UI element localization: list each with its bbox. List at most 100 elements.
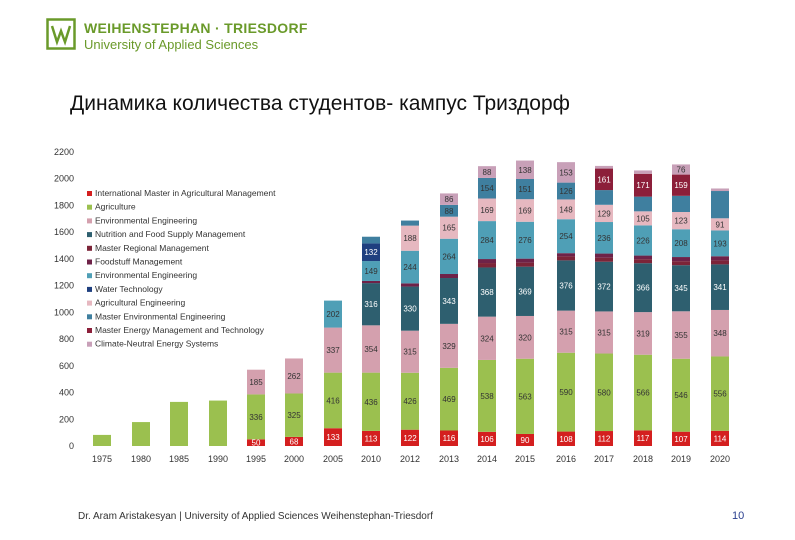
data-label: 171 <box>636 181 650 190</box>
x-tick-label: 2010 <box>361 454 381 464</box>
data-label: 105 <box>636 214 650 223</box>
bar-segment-agricultural-engineering <box>440 216 458 239</box>
data-label: 129 <box>597 209 611 218</box>
data-label: 563 <box>518 392 532 401</box>
bar-segment-environmental-engineering <box>247 369 265 395</box>
bar-segment-nutrition-and-food-supply-management <box>478 267 496 317</box>
x-tick-label: 2005 <box>323 454 343 464</box>
x-tick-label: 2020 <box>710 454 730 464</box>
legend-swatch <box>87 314 92 320</box>
bar-segment-climate-neutral-energy-systems <box>440 193 458 205</box>
x-tick-label: 1980 <box>131 454 151 464</box>
bar-segment-environmental-engineering <box>440 238 458 275</box>
data-label: 185 <box>249 378 263 387</box>
data-label: 325 <box>287 411 301 420</box>
data-label: 169 <box>518 206 532 215</box>
bar-segment-master-environmental-engineering <box>634 196 652 212</box>
data-label: 208 <box>674 239 688 248</box>
bar-segment-foodstuff-management <box>595 253 613 258</box>
bar-segment-master-energy-management-and-technology <box>634 173 652 197</box>
data-label: 337 <box>326 346 340 355</box>
bar-segment-agricultural-engineering <box>672 212 690 230</box>
x-tick-label: 1975 <box>92 454 112 464</box>
bar-segment-foodstuff-management <box>516 258 534 263</box>
y-tick-label: 1800 <box>54 200 74 210</box>
bar-segment-international-master-in-agricultural-management <box>595 431 613 446</box>
data-label: 159 <box>674 181 688 190</box>
bar-segment-climate-neutral-energy-systems <box>634 170 652 174</box>
data-label: 154 <box>480 184 494 193</box>
bar-segment-foodstuff-management <box>440 274 458 279</box>
bar-segment-international-master-in-agricultural-management <box>247 439 265 446</box>
y-tick-label: 1600 <box>54 227 74 237</box>
bar-segment-environmental-engineering <box>634 225 652 256</box>
data-label: 369 <box>518 287 532 296</box>
bar-segment-environmental-engineering <box>362 261 380 281</box>
bar-segment-agriculture <box>672 358 690 432</box>
bar-segment-master-energy-management-and-technology <box>672 174 690 196</box>
x-tick-label: 2019 <box>671 454 691 464</box>
bar-segment-environmental-engineering <box>516 221 534 259</box>
x-tick-label: 2016 <box>556 454 576 464</box>
x-tick-label: 2013 <box>439 454 459 464</box>
bar-segment-agricultural-engineering <box>557 199 575 220</box>
data-label: 107 <box>674 435 688 444</box>
data-label: 330 <box>403 305 417 314</box>
bar-segment-environmental-engineering <box>557 219 575 254</box>
bar-segment-nutrition-and-food-supply-management <box>401 286 419 331</box>
bar-segment-foodstuff-management <box>478 259 496 264</box>
bar-segment-agricultural-engineering <box>478 198 496 222</box>
bar-segment-environmental-engineering <box>516 315 534 359</box>
bar-segment-climate-neutral-energy-systems <box>516 160 534 179</box>
y-tick-label: 1400 <box>54 254 74 264</box>
y-tick-label: 2000 <box>54 174 74 184</box>
x-tick-label: 2014 <box>477 454 497 464</box>
x-tick-label: 1990 <box>208 454 228 464</box>
slide-title: Динамика количества студентов- кампус Тр… <box>70 92 570 115</box>
bar-segment-master-environmental-engineering <box>557 182 575 200</box>
x-tick-label: 2015 <box>515 454 535 464</box>
bar-segment-water-technology <box>362 243 380 262</box>
data-label: 254 <box>559 232 573 241</box>
data-label: 169 <box>480 206 494 215</box>
data-label: 153 <box>559 168 573 177</box>
bar-segment-foodstuff-management <box>634 255 652 260</box>
y-tick-label: 1200 <box>54 281 74 291</box>
bar-segment-environmental-engineering <box>401 250 419 284</box>
bar-segment-environmental-engineering <box>672 311 690 359</box>
y-tick-label: 400 <box>59 388 74 398</box>
bar-segment-environmental-engineering <box>595 222 613 254</box>
bar-segment-nutrition-and-food-supply-management <box>516 266 534 316</box>
data-label: 108 <box>559 435 573 444</box>
x-tick-label: 1985 <box>169 454 189 464</box>
data-label: 546 <box>674 391 688 400</box>
data-label: 368 <box>480 288 494 297</box>
y-tick-label: 0 <box>69 441 74 451</box>
data-label: 315 <box>597 328 611 337</box>
bar-segment-climate-neutral-energy-systems <box>595 165 613 169</box>
data-label: 538 <box>480 392 494 401</box>
bar-segment-foodstuff-management <box>672 257 690 262</box>
bar-segment-nutrition-and-food-supply-management <box>362 283 380 326</box>
bar-segment-agriculture <box>247 394 265 440</box>
bar-segment-climate-neutral-energy-systems <box>672 164 690 175</box>
bar-segment-master-environmental-engineering <box>516 178 534 200</box>
bar-segment-environmental-engineering <box>478 221 496 260</box>
bar-segment-environmental-engineering <box>440 323 458 368</box>
bar-segment-master-environmental-engineering <box>401 220 419 226</box>
bar-segment-international-master-in-agricultural-management <box>324 428 342 446</box>
bar-segment-master-regional-management <box>478 263 496 268</box>
legend-entry: Nutrition and Food Supply Management <box>95 229 246 239</box>
bar-segment-nutrition-and-food-supply-management <box>557 260 575 311</box>
bar-segment-environmental-engineering <box>478 316 496 360</box>
y-tick-label: 600 <box>59 361 74 371</box>
data-label: 117 <box>637 434 650 443</box>
bar-segment-agriculture <box>324 372 342 429</box>
legend-swatch <box>87 232 92 238</box>
legend-entry: Climate-Neutral Energy Systems <box>95 339 218 349</box>
data-label: 148 <box>559 205 573 214</box>
legend-swatch <box>87 300 92 306</box>
x-tick-label: 2012 <box>400 454 420 464</box>
bar-segment-agricultural-engineering <box>401 225 419 251</box>
bar-segment-master-environmental-engineering <box>440 204 458 217</box>
